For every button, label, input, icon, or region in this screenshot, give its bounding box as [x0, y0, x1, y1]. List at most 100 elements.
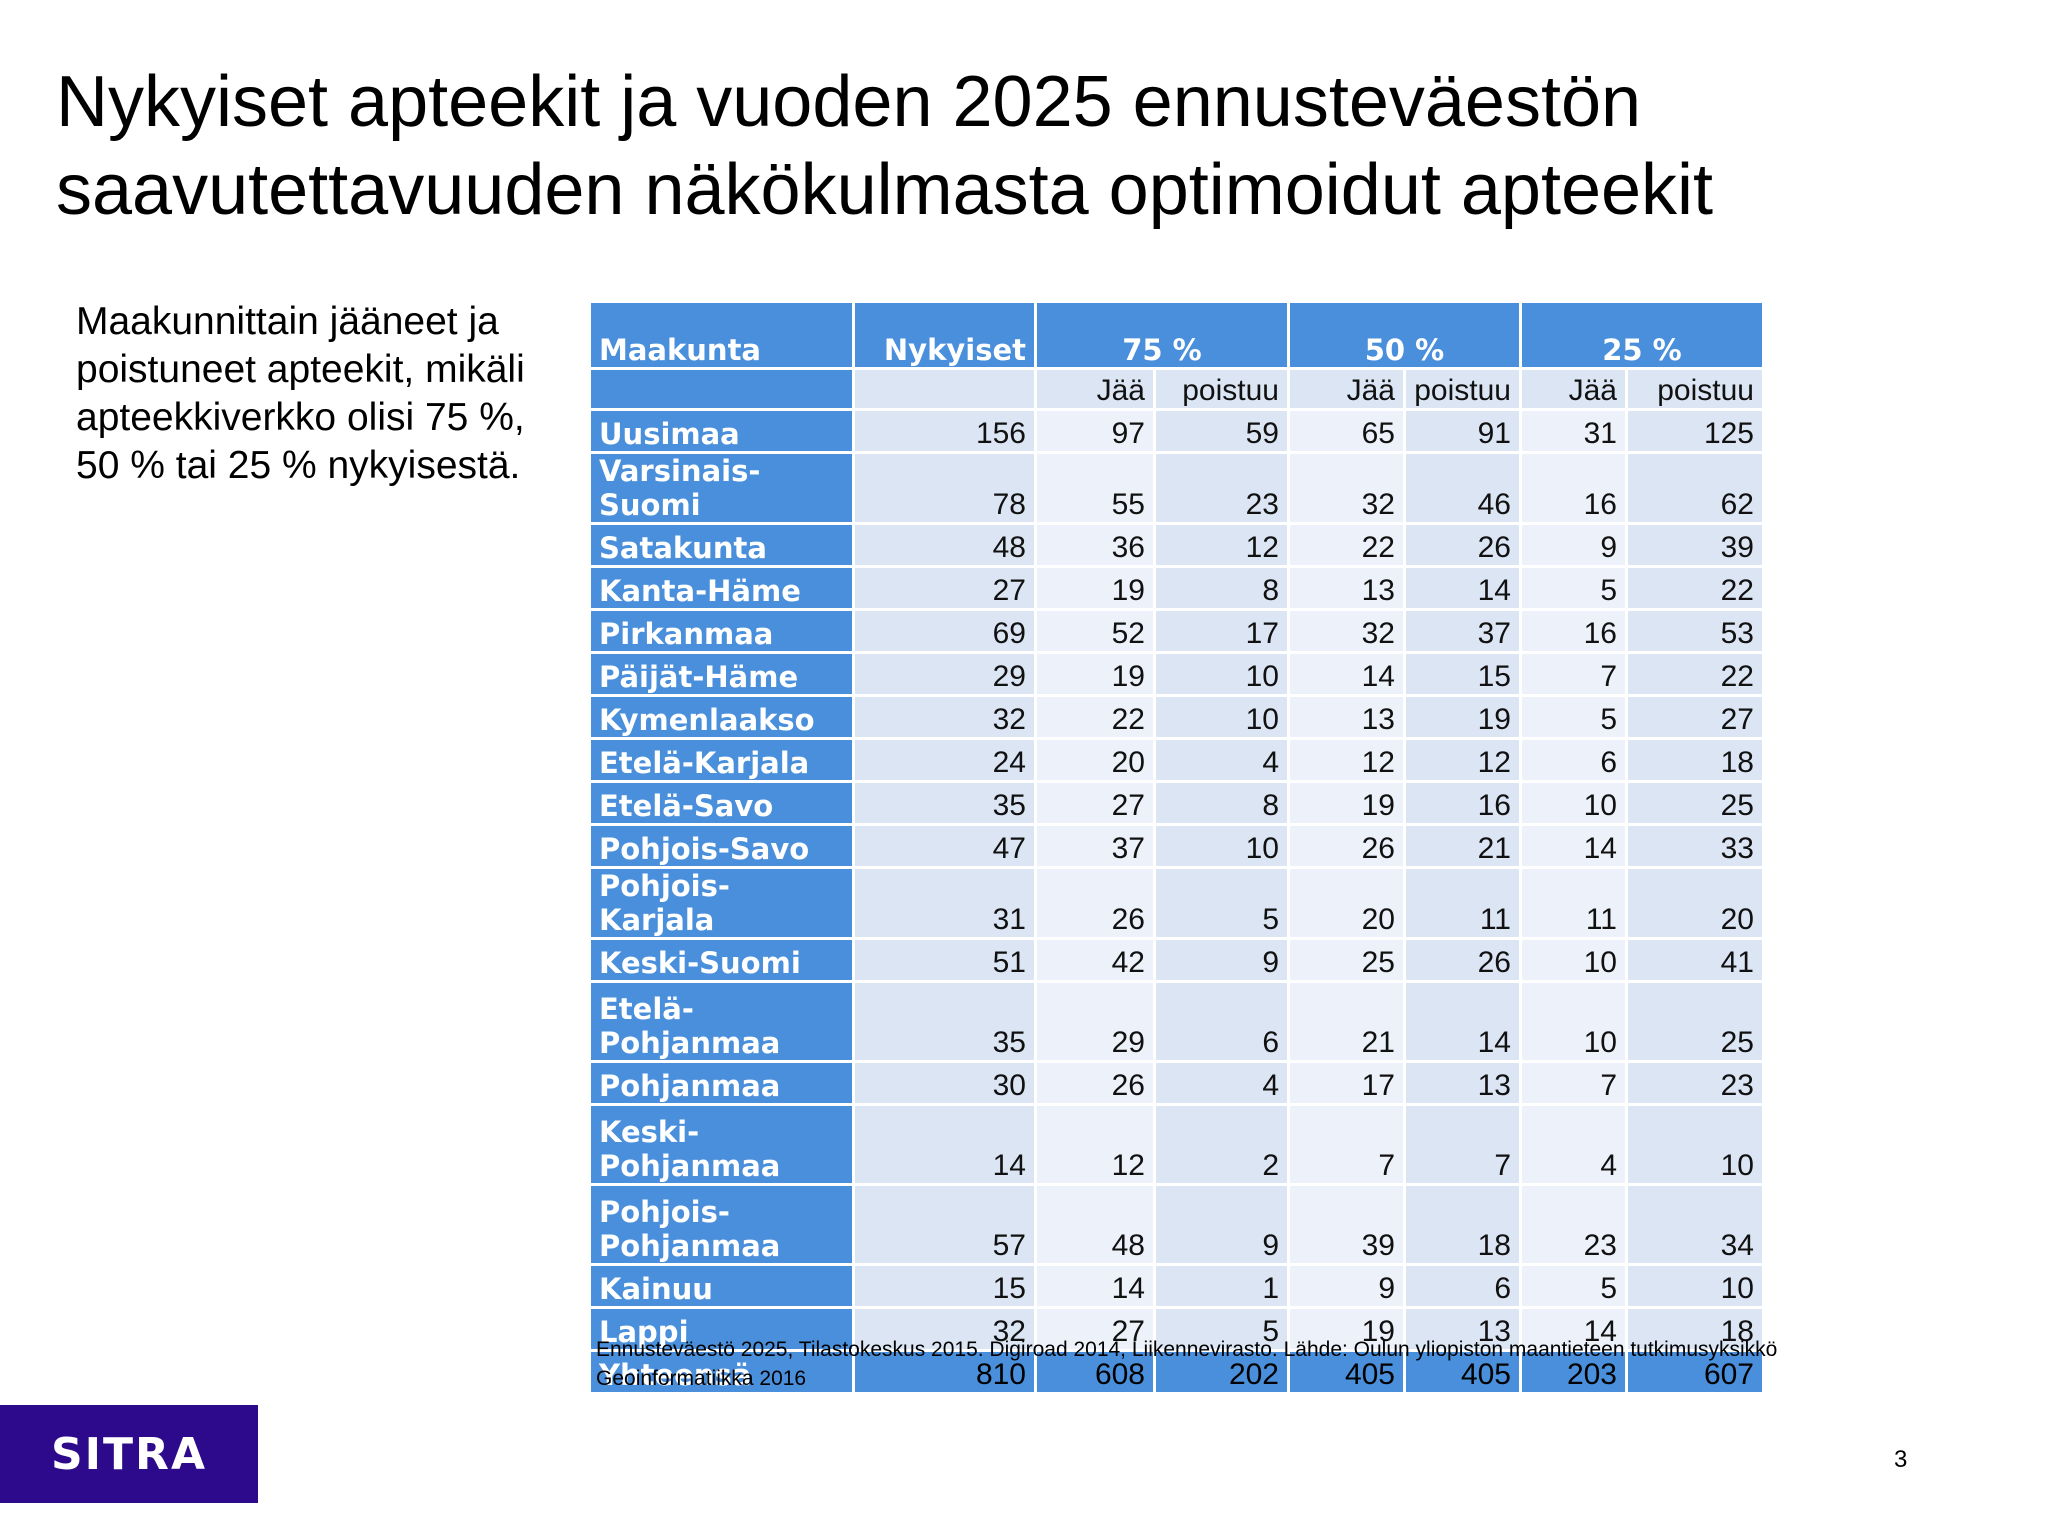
row-region-label: Etelä- Pohjanmaa — [591, 983, 852, 1060]
table-body: Uusimaa 156 97 59 65 91 31 125 Varsinais-Suomi 78… — [591, 411, 1762, 1349]
cell-75-leave: 2 — [1156, 1106, 1287, 1183]
row-region-label: Etelä-Savo — [591, 783, 852, 823]
cell-75-stay: 22 — [1037, 697, 1153, 737]
row-region-label: Päijät-Häme — [591, 654, 852, 694]
cell-25-stay: 7 — [1522, 654, 1625, 694]
subheader-blank — [855, 370, 1034, 408]
cell-25-leave: 39 — [1628, 525, 1762, 565]
cell-75-leave: 12 — [1156, 525, 1287, 565]
cell-75-stay: 42 — [1037, 940, 1153, 980]
cell-current: 24 — [855, 740, 1034, 780]
cell-current: 57 — [855, 1186, 1034, 1263]
cell-75-leave: 10 — [1156, 826, 1287, 866]
cell-current: 156 — [855, 411, 1034, 451]
cell-current: 14 — [855, 1106, 1034, 1183]
cell-50-stay: 13 — [1290, 568, 1403, 608]
cell-75-stay: 20 — [1037, 740, 1153, 780]
cell-25-leave: 10 — [1628, 1106, 1762, 1183]
row-region-label: Varsinais-Suomi — [591, 454, 852, 522]
table-total-row: Yhteensä 810 608 202 405 405 203 607 — [591, 1352, 1762, 1392]
cell-75-leave: 17 — [1156, 611, 1287, 651]
page-number: 3 — [1894, 1446, 1908, 1473]
subheader-25-leave: poistuu — [1628, 370, 1762, 408]
cell-50-leave: 13 — [1406, 1309, 1519, 1349]
cell-75-stay: 37 — [1037, 826, 1153, 866]
table-subheader-row: Jää poistuu Jää poistuu Jää poistuu — [591, 370, 1762, 408]
row-region-label: Pohjois- Pohjanmaa — [591, 1186, 852, 1263]
cell-75-stay: 29 — [1037, 983, 1153, 1060]
cell-75-leave: 5 — [1156, 1309, 1287, 1349]
cell-75-stay: 52 — [1037, 611, 1153, 651]
cell-50-leave: 91 — [1406, 411, 1519, 451]
cell-75-stay: 26 — [1037, 1063, 1153, 1103]
cell-25-stay: 9 — [1522, 525, 1625, 565]
cell-current: 47 — [855, 826, 1034, 866]
cell-75-leave: 10 — [1156, 697, 1287, 737]
cell-75-stay: 19 — [1037, 568, 1153, 608]
row-region-label: Pohjois-Karjala — [591, 869, 852, 937]
cell-75-stay: 55 — [1037, 454, 1153, 522]
pharmacy-table: Maakunta Nykyiset 75 % 50 % 25 % Jää poi… — [588, 300, 1765, 1395]
cell-75-leave: 9 — [1156, 1186, 1287, 1263]
cell-50-leave: 21 — [1406, 826, 1519, 866]
cell-75-leave: 8 — [1156, 783, 1287, 823]
cell-50-stay: 25 — [1290, 940, 1403, 980]
total-50-leave: 405 — [1406, 1352, 1519, 1392]
table-row: Keski-Suomi 51 42 9 25 26 10 41 — [591, 940, 1762, 980]
cell-75-stay: 48 — [1037, 1186, 1153, 1263]
cell-current: 29 — [855, 654, 1034, 694]
total-75-stay: 608 — [1037, 1352, 1153, 1392]
sitra-logo-text: SITRA — [50, 1428, 207, 1480]
cell-50-stay: 65 — [1290, 411, 1403, 451]
table-row: Etelä-Savo 35 27 8 19 16 10 25 — [591, 783, 1762, 823]
cell-25-stay: 14 — [1522, 826, 1625, 866]
table-row: Etelä- Pohjanmaa 35 29 6 21 14 10 25 — [591, 983, 1762, 1060]
table-row: Varsinais-Suomi 78 55 23 32 46 16 62 — [591, 454, 1762, 522]
cell-50-leave: 16 — [1406, 783, 1519, 823]
cell-25-stay: 7 — [1522, 1063, 1625, 1103]
cell-25-stay: 10 — [1522, 783, 1625, 823]
table-row: Pohjois-Karjala 31 26 5 20 11 11 20 — [591, 869, 1762, 937]
table-row: Kainuu 15 14 1 9 6 5 10 — [591, 1266, 1762, 1306]
cell-50-stay: 19 — [1290, 1309, 1403, 1349]
cell-25-stay: 6 — [1522, 740, 1625, 780]
cell-25-leave: 33 — [1628, 826, 1762, 866]
cell-current: 32 — [855, 1309, 1034, 1349]
cell-75-leave: 8 — [1156, 568, 1287, 608]
cell-50-stay: 9 — [1290, 1266, 1403, 1306]
table-row: Uusimaa 156 97 59 65 91 31 125 — [591, 411, 1762, 451]
subheader-50-stay: Jää — [1290, 370, 1403, 408]
cell-50-stay: 21 — [1290, 983, 1403, 1060]
table-row: Pirkanmaa 69 52 17 32 37 16 53 — [591, 611, 1762, 651]
table-row: Lappi 32 27 5 19 13 14 18 — [591, 1309, 1762, 1349]
cell-50-leave: 14 — [1406, 983, 1519, 1060]
table-row: Päijät-Häme 29 19 10 14 15 7 22 — [591, 654, 1762, 694]
row-region-label: Pohjanmaa — [591, 1063, 852, 1103]
cell-current: 35 — [855, 783, 1034, 823]
table-header-row: Maakunta Nykyiset 75 % 50 % 25 % — [591, 303, 1762, 367]
cell-50-leave: 18 — [1406, 1186, 1519, 1263]
cell-75-leave: 6 — [1156, 983, 1287, 1060]
subheader-75-stay: Jää — [1037, 370, 1153, 408]
row-region-label: Kainuu — [591, 1266, 852, 1306]
sitra-logo: SITRA — [0, 1405, 258, 1503]
cell-50-stay: 32 — [1290, 454, 1403, 522]
cell-25-leave: 22 — [1628, 654, 1762, 694]
cell-25-leave: 20 — [1628, 869, 1762, 937]
row-region-label: Lappi — [591, 1309, 852, 1349]
total-current: 810 — [855, 1352, 1034, 1392]
cell-75-stay: 26 — [1037, 869, 1153, 937]
cell-25-leave: 53 — [1628, 611, 1762, 651]
cell-75-stay: 19 — [1037, 654, 1153, 694]
cell-25-stay: 10 — [1522, 983, 1625, 1060]
row-region-label: Pirkanmaa — [591, 611, 852, 651]
cell-25-leave: 125 — [1628, 411, 1762, 451]
row-region-label: Uusimaa — [591, 411, 852, 451]
cell-50-leave: 37 — [1406, 611, 1519, 651]
subheader-blank — [591, 370, 852, 408]
header-25: 25 % — [1522, 303, 1762, 367]
cell-50-stay: 14 — [1290, 654, 1403, 694]
total-label: Yhteensä — [591, 1352, 852, 1392]
cell-25-stay: 23 — [1522, 1186, 1625, 1263]
cell-50-stay: 20 — [1290, 869, 1403, 937]
